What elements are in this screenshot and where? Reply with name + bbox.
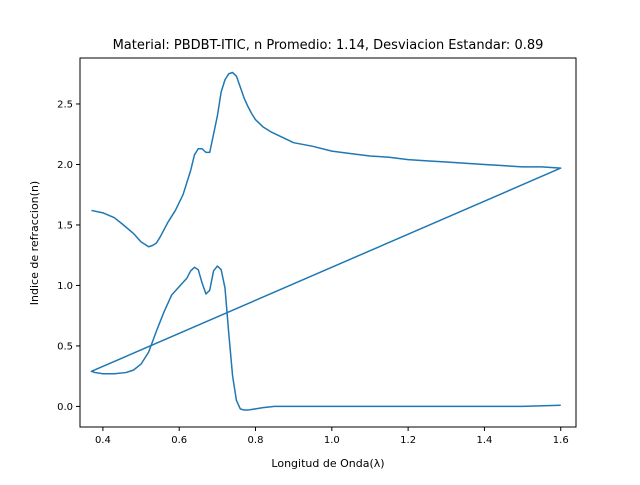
x-tick-label: 1.0 (324, 435, 340, 446)
y-tick-label: 0.0 (57, 402, 73, 413)
y-tick-label: 2.0 (57, 160, 73, 171)
y-tick-label: 0.5 (57, 341, 73, 352)
series-line-0 (90, 71, 562, 411)
y-tick-label: 2.5 (57, 99, 73, 110)
y-axis-label: Indice de refraccion(n) (28, 181, 41, 305)
x-axis-ticks: 0.4 0.6 0.8 1.0 1.2 1.4 1.6 (95, 427, 569, 446)
x-tick-label: 0.6 (171, 435, 187, 446)
y-axis-ticks: 0.0 0.5 1.0 1.5 2.0 2.5 (57, 99, 80, 413)
chart-title: Material: PBDBT-ITIC, n Promedio: 1.14, … (113, 38, 544, 53)
x-tick-label: 0.8 (248, 435, 264, 446)
x-axis-label: Longitud de Onda(λ) (271, 457, 384, 470)
y-tick-label: 1.5 (57, 220, 73, 231)
x-tick-label: 1.4 (476, 435, 492, 446)
plot-frame (79, 57, 577, 428)
series-layer (90, 71, 562, 411)
x-tick-label: 0.4 (95, 435, 111, 446)
y-tick-label: 1.0 (57, 281, 73, 292)
x-tick-label: 1.2 (400, 435, 416, 446)
x-tick-label: 1.6 (553, 435, 569, 446)
